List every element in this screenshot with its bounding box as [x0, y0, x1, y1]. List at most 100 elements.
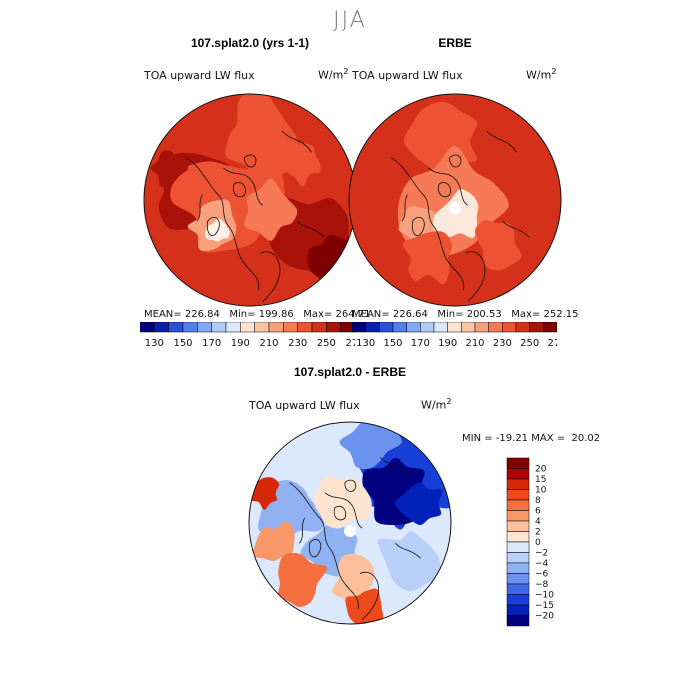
colorbar-swatch	[461, 322, 476, 333]
field-region	[314, 476, 372, 529]
map0-field	[144, 94, 356, 306]
panel-obs-max-value: 252.15	[543, 309, 579, 320]
field-region	[225, 94, 301, 180]
panel-diff-units-exponent: 2	[446, 397, 452, 406]
map2-coastlines	[289, 457, 421, 621]
map1-field	[349, 94, 561, 306]
colorbar-swatch	[506, 478, 530, 490]
panel-diff-min-label: MIN =	[462, 433, 493, 444]
panel-obs-units-exponent: 2	[551, 67, 557, 76]
colorbar-tick-label: 170	[202, 338, 221, 349]
panel-model-min-label: Min=	[229, 309, 256, 320]
coastline	[260, 251, 281, 303]
pole-gap	[449, 202, 461, 214]
coastline	[401, 194, 408, 222]
colorbar-swatch	[352, 322, 366, 333]
colorbar-swatch	[506, 552, 530, 564]
colorbar-tick-label: −2	[535, 549, 548, 559]
field-region	[475, 220, 522, 271]
map-boundary	[348, 93, 562, 307]
panel-model-mean-label: MEAN=	[144, 309, 182, 320]
panel-obs-min-label: Min=	[437, 309, 464, 320]
colorbar-swatch	[543, 322, 557, 333]
coastline	[438, 182, 451, 198]
map2-field	[249, 422, 451, 624]
panel-diff-polar-map	[248, 421, 452, 625]
colorbar-swatch	[433, 322, 448, 333]
coastline	[196, 194, 203, 222]
colorbar-tick-label: −6	[535, 570, 549, 580]
colorbar-swatch	[168, 322, 184, 333]
colorbar-tick-label: 10	[535, 486, 547, 496]
colorbar-tick-label: 4	[535, 517, 541, 527]
field-region	[252, 521, 295, 562]
colorbar-tick-label: 15	[535, 475, 546, 485]
colorbar-tick-label: 130	[145, 338, 164, 349]
field-region	[205, 218, 230, 242]
colorbar-swatch	[506, 499, 530, 511]
colorbar-tick-label: −15	[535, 601, 554, 611]
panel-model-units-text: W/m	[318, 68, 344, 82]
panel-obs-min-value: 200.53	[466, 309, 502, 320]
colorbar-swatch	[211, 322, 227, 333]
colorbar-swatch	[225, 322, 241, 333]
colorbar-swatch	[379, 322, 394, 333]
colorbar-tick-label: 8	[535, 496, 541, 506]
field-region	[402, 231, 453, 285]
colorbar-tick-label: −8	[535, 580, 549, 590]
panel-obs-colorbar: 130 150 170 190 210 230 250 270	[352, 322, 557, 349]
colorbar-swatch	[506, 562, 530, 574]
field-region	[377, 531, 442, 592]
colorbar-swatch	[506, 457, 530, 469]
panel-model-max-label: Max=	[303, 309, 333, 320]
colorbar-swatch	[506, 615, 530, 627]
colorbar-tick-label: 2	[535, 528, 541, 538]
coastline	[391, 157, 465, 291]
colorbar-tick-label: 170	[411, 338, 430, 349]
colorbar-swatch	[488, 322, 503, 333]
colorbar-tick-label: 210	[465, 338, 484, 349]
coastline	[380, 457, 409, 478]
season-title: JJA	[333, 8, 367, 33]
coastline	[308, 539, 322, 558]
colorbar-swatch	[506, 489, 530, 501]
coastline	[299, 517, 305, 544]
panel-model-max-value: 264.71	[335, 309, 371, 320]
colorbar-swatch	[240, 322, 255, 333]
field-region	[150, 150, 189, 187]
colorbar-tick-label: 250	[317, 338, 336, 349]
panel-obs-mean-value: 226.64	[392, 309, 428, 320]
colorbar-swatch	[506, 573, 530, 585]
colorbar-swatch	[506, 541, 530, 553]
panel-obs-max-label: Max=	[511, 309, 541, 320]
colorbar-swatch	[140, 322, 155, 333]
panel-diff-variable-label: TOA upward LW flux	[249, 399, 360, 412]
colorbar-swatch	[506, 510, 530, 522]
coastline	[428, 167, 468, 206]
colorbar-tick-label: 150	[173, 338, 192, 349]
panel-obs-title: ERBE	[438, 36, 472, 50]
colorbar-swatch	[515, 322, 530, 333]
colorbar-tick-label: 0	[535, 538, 541, 548]
coastline	[244, 154, 257, 168]
panel-diff-max-value: 20.02	[571, 433, 601, 444]
pole-gap	[344, 525, 356, 537]
panel-obs-stats: MEAN= 226.64 Min= 200.53 Max= 252.15	[352, 309, 579, 320]
map-boundary	[248, 421, 452, 625]
colorbar-tick-label: 150	[383, 338, 402, 349]
panel-diff-title: 107.splat2.0 - ERBE	[293, 365, 407, 379]
panel-diff-units-text: W/m	[421, 398, 447, 412]
panel-model-polar-map	[143, 93, 357, 307]
panel-model-min-value: 199.86	[258, 309, 294, 320]
colorbar-swatch	[154, 322, 169, 333]
colorbar-swatch	[529, 322, 544, 333]
panel-model-title: 107.splat2.0 (yrs 1-1)	[190, 36, 310, 50]
colorbar-swatch	[506, 594, 530, 606]
coastline	[359, 571, 379, 621]
colorbar-swatch	[406, 322, 421, 333]
colorbar-tick-label: 190	[231, 338, 250, 349]
panel-diff-max-label: MAX =	[531, 433, 566, 444]
coastline	[206, 216, 220, 236]
panel-obs-units-text: W/m	[526, 68, 552, 82]
